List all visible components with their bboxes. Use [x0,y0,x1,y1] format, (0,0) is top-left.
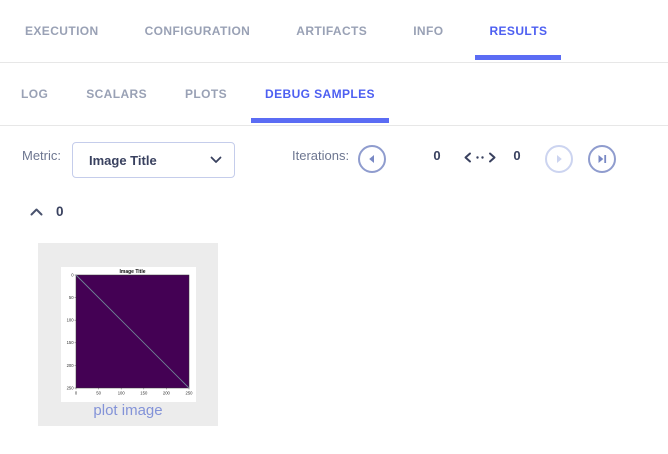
previous-iteration-icon [369,155,374,163]
svg-text:150: 150 [140,391,148,396]
sample-caption-link[interactable]: plot image [93,402,163,419]
tab-plots-label: PLOTS [185,87,228,101]
tab-configuration-label: CONFIGURATION [144,24,251,38]
iteration-group-title: 0 [56,204,64,219]
iteration-group-header[interactable]: 0 [0,202,240,224]
next-iteration-icon [557,155,562,163]
svg-text:0: 0 [75,391,78,396]
chevron-up-icon [30,208,43,216]
chevron-down-icon [210,156,222,163]
tab-info[interactable]: INFO [399,0,457,62]
y-tick-labels: 0 50 100 150 200 250 [67,272,75,390]
svg-text:100: 100 [118,391,126,396]
iterations-label: Iterations: [292,148,350,163]
svg-text:200: 200 [67,363,75,368]
metric-select[interactable]: Image Title [72,142,235,178]
debug-sample-card[interactable]: Image Title 0 50 100 150 200 250 [38,243,218,426]
tab-log[interactable]: LOG [7,63,62,125]
svg-text:250: 250 [67,385,75,390]
active-subtab-underline [251,118,389,123]
plot-thumbnail[interactable]: Image Title 0 50 100 150 200 250 [61,267,196,402]
tab-scalars-label: SCALARS [86,87,148,101]
x-tick-labels: 0 50 100 150 200 250 [75,391,193,396]
debug-samples-toolbar: Metric: Image Title Iterations: 0 0 [0,126,668,196]
tab-debug-samples-label: DEBUG SAMPLES [265,87,375,101]
last-iteration-button[interactable] [588,145,616,173]
svg-text:50: 50 [96,391,101,396]
tab-execution-label: EXECUTION [25,24,99,38]
tab-debug-samples[interactable]: DEBUG SAMPLES [251,63,389,125]
svg-text:0: 0 [71,272,74,277]
active-tab-underline [475,55,562,60]
tab-execution[interactable]: EXECUTION [11,0,113,62]
primary-tabbar: EXECUTION CONFIGURATION ARTIFACTS INFO R… [0,0,668,63]
y-tick-marks [74,274,76,389]
svg-text:200: 200 [163,391,171,396]
svg-text:250: 250 [186,391,194,396]
tab-log-label: LOG [21,87,49,101]
last-iteration-icon [598,155,606,163]
previous-iteration-button[interactable] [358,145,386,173]
iteration-range-icon [464,152,496,163]
tab-info-label: INFO [413,24,444,38]
svg-text:150: 150 [67,340,75,345]
metric-label: Metric: [22,148,61,163]
tab-artifacts-label: ARTIFACTS [296,24,368,38]
tab-results-label: RESULTS [489,24,548,38]
svg-text:50: 50 [69,295,74,300]
plot-diagonal-line [75,274,190,389]
metric-select-value: Image Title [89,152,157,168]
iteration-min-value: 0 [433,148,441,163]
svg-text:100: 100 [67,318,75,323]
tab-configuration[interactable]: CONFIGURATION [131,0,265,62]
plot-title: Image Title [119,269,145,275]
next-iteration-button[interactable] [545,145,573,173]
iteration-max-value: 0 [513,148,521,163]
tab-scalars[interactable]: SCALARS [72,63,161,125]
tab-plots[interactable]: PLOTS [171,63,241,125]
tab-artifacts[interactable]: ARTIFACTS [282,0,381,62]
secondary-tabbar: LOG SCALARS PLOTS DEBUG SAMPLES [0,63,668,126]
x-tick-marks [75,388,190,390]
tab-results[interactable]: RESULTS [475,0,562,62]
